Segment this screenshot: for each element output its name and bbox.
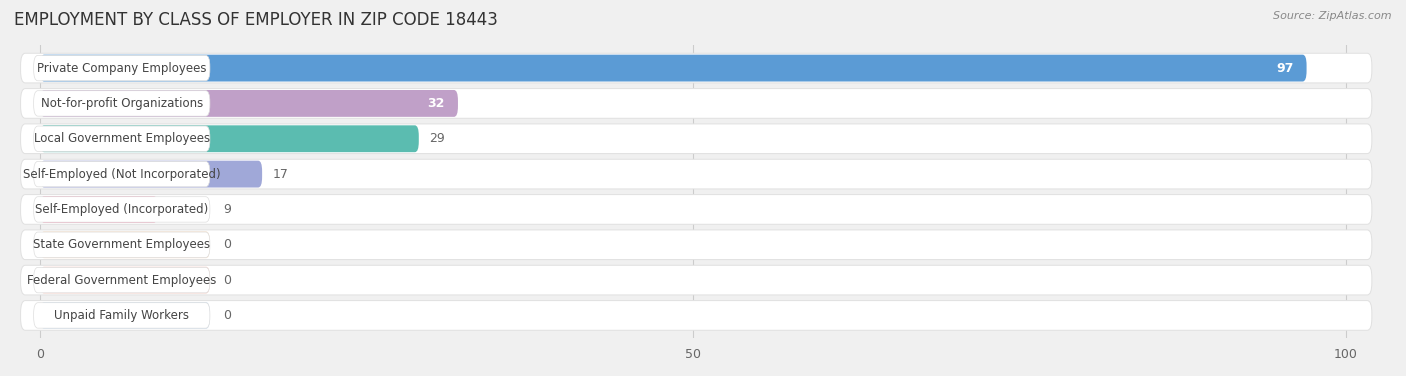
- FancyBboxPatch shape: [21, 265, 1372, 295]
- Text: State Government Employees: State Government Employees: [34, 238, 211, 251]
- Text: Not-for-profit Organizations: Not-for-profit Organizations: [41, 97, 202, 110]
- FancyBboxPatch shape: [34, 55, 209, 81]
- Text: Source: ZipAtlas.com: Source: ZipAtlas.com: [1274, 11, 1392, 21]
- FancyBboxPatch shape: [21, 230, 1372, 259]
- FancyBboxPatch shape: [34, 303, 209, 328]
- FancyBboxPatch shape: [21, 300, 1372, 330]
- Text: 97: 97: [1277, 62, 1294, 74]
- FancyBboxPatch shape: [34, 126, 209, 152]
- FancyBboxPatch shape: [34, 197, 209, 222]
- FancyBboxPatch shape: [21, 89, 1372, 118]
- Text: 9: 9: [224, 203, 231, 216]
- FancyBboxPatch shape: [34, 267, 209, 293]
- FancyBboxPatch shape: [41, 231, 209, 258]
- FancyBboxPatch shape: [41, 55, 1306, 82]
- FancyBboxPatch shape: [34, 161, 209, 187]
- FancyBboxPatch shape: [21, 124, 1372, 154]
- FancyBboxPatch shape: [21, 195, 1372, 224]
- Text: Private Company Employees: Private Company Employees: [37, 62, 207, 74]
- Text: EMPLOYMENT BY CLASS OF EMPLOYER IN ZIP CODE 18443: EMPLOYMENT BY CLASS OF EMPLOYER IN ZIP C…: [14, 11, 498, 29]
- FancyBboxPatch shape: [34, 232, 209, 258]
- Text: Local Government Employees: Local Government Employees: [34, 132, 209, 145]
- Text: Federal Government Employees: Federal Government Employees: [27, 274, 217, 287]
- FancyBboxPatch shape: [41, 267, 209, 294]
- FancyBboxPatch shape: [41, 90, 458, 117]
- Text: 0: 0: [224, 274, 231, 287]
- Text: 32: 32: [427, 97, 444, 110]
- FancyBboxPatch shape: [41, 196, 157, 223]
- Text: 17: 17: [273, 168, 288, 180]
- FancyBboxPatch shape: [34, 91, 209, 116]
- Text: Self-Employed (Not Incorporated): Self-Employed (Not Incorporated): [22, 168, 221, 180]
- FancyBboxPatch shape: [21, 53, 1372, 83]
- FancyBboxPatch shape: [41, 161, 262, 188]
- Text: 0: 0: [224, 309, 231, 322]
- Text: Unpaid Family Workers: Unpaid Family Workers: [55, 309, 190, 322]
- FancyBboxPatch shape: [21, 159, 1372, 189]
- FancyBboxPatch shape: [41, 302, 209, 329]
- Text: 0: 0: [224, 238, 231, 251]
- Text: 29: 29: [429, 132, 444, 145]
- Text: Self-Employed (Incorporated): Self-Employed (Incorporated): [35, 203, 208, 216]
- FancyBboxPatch shape: [41, 125, 419, 152]
